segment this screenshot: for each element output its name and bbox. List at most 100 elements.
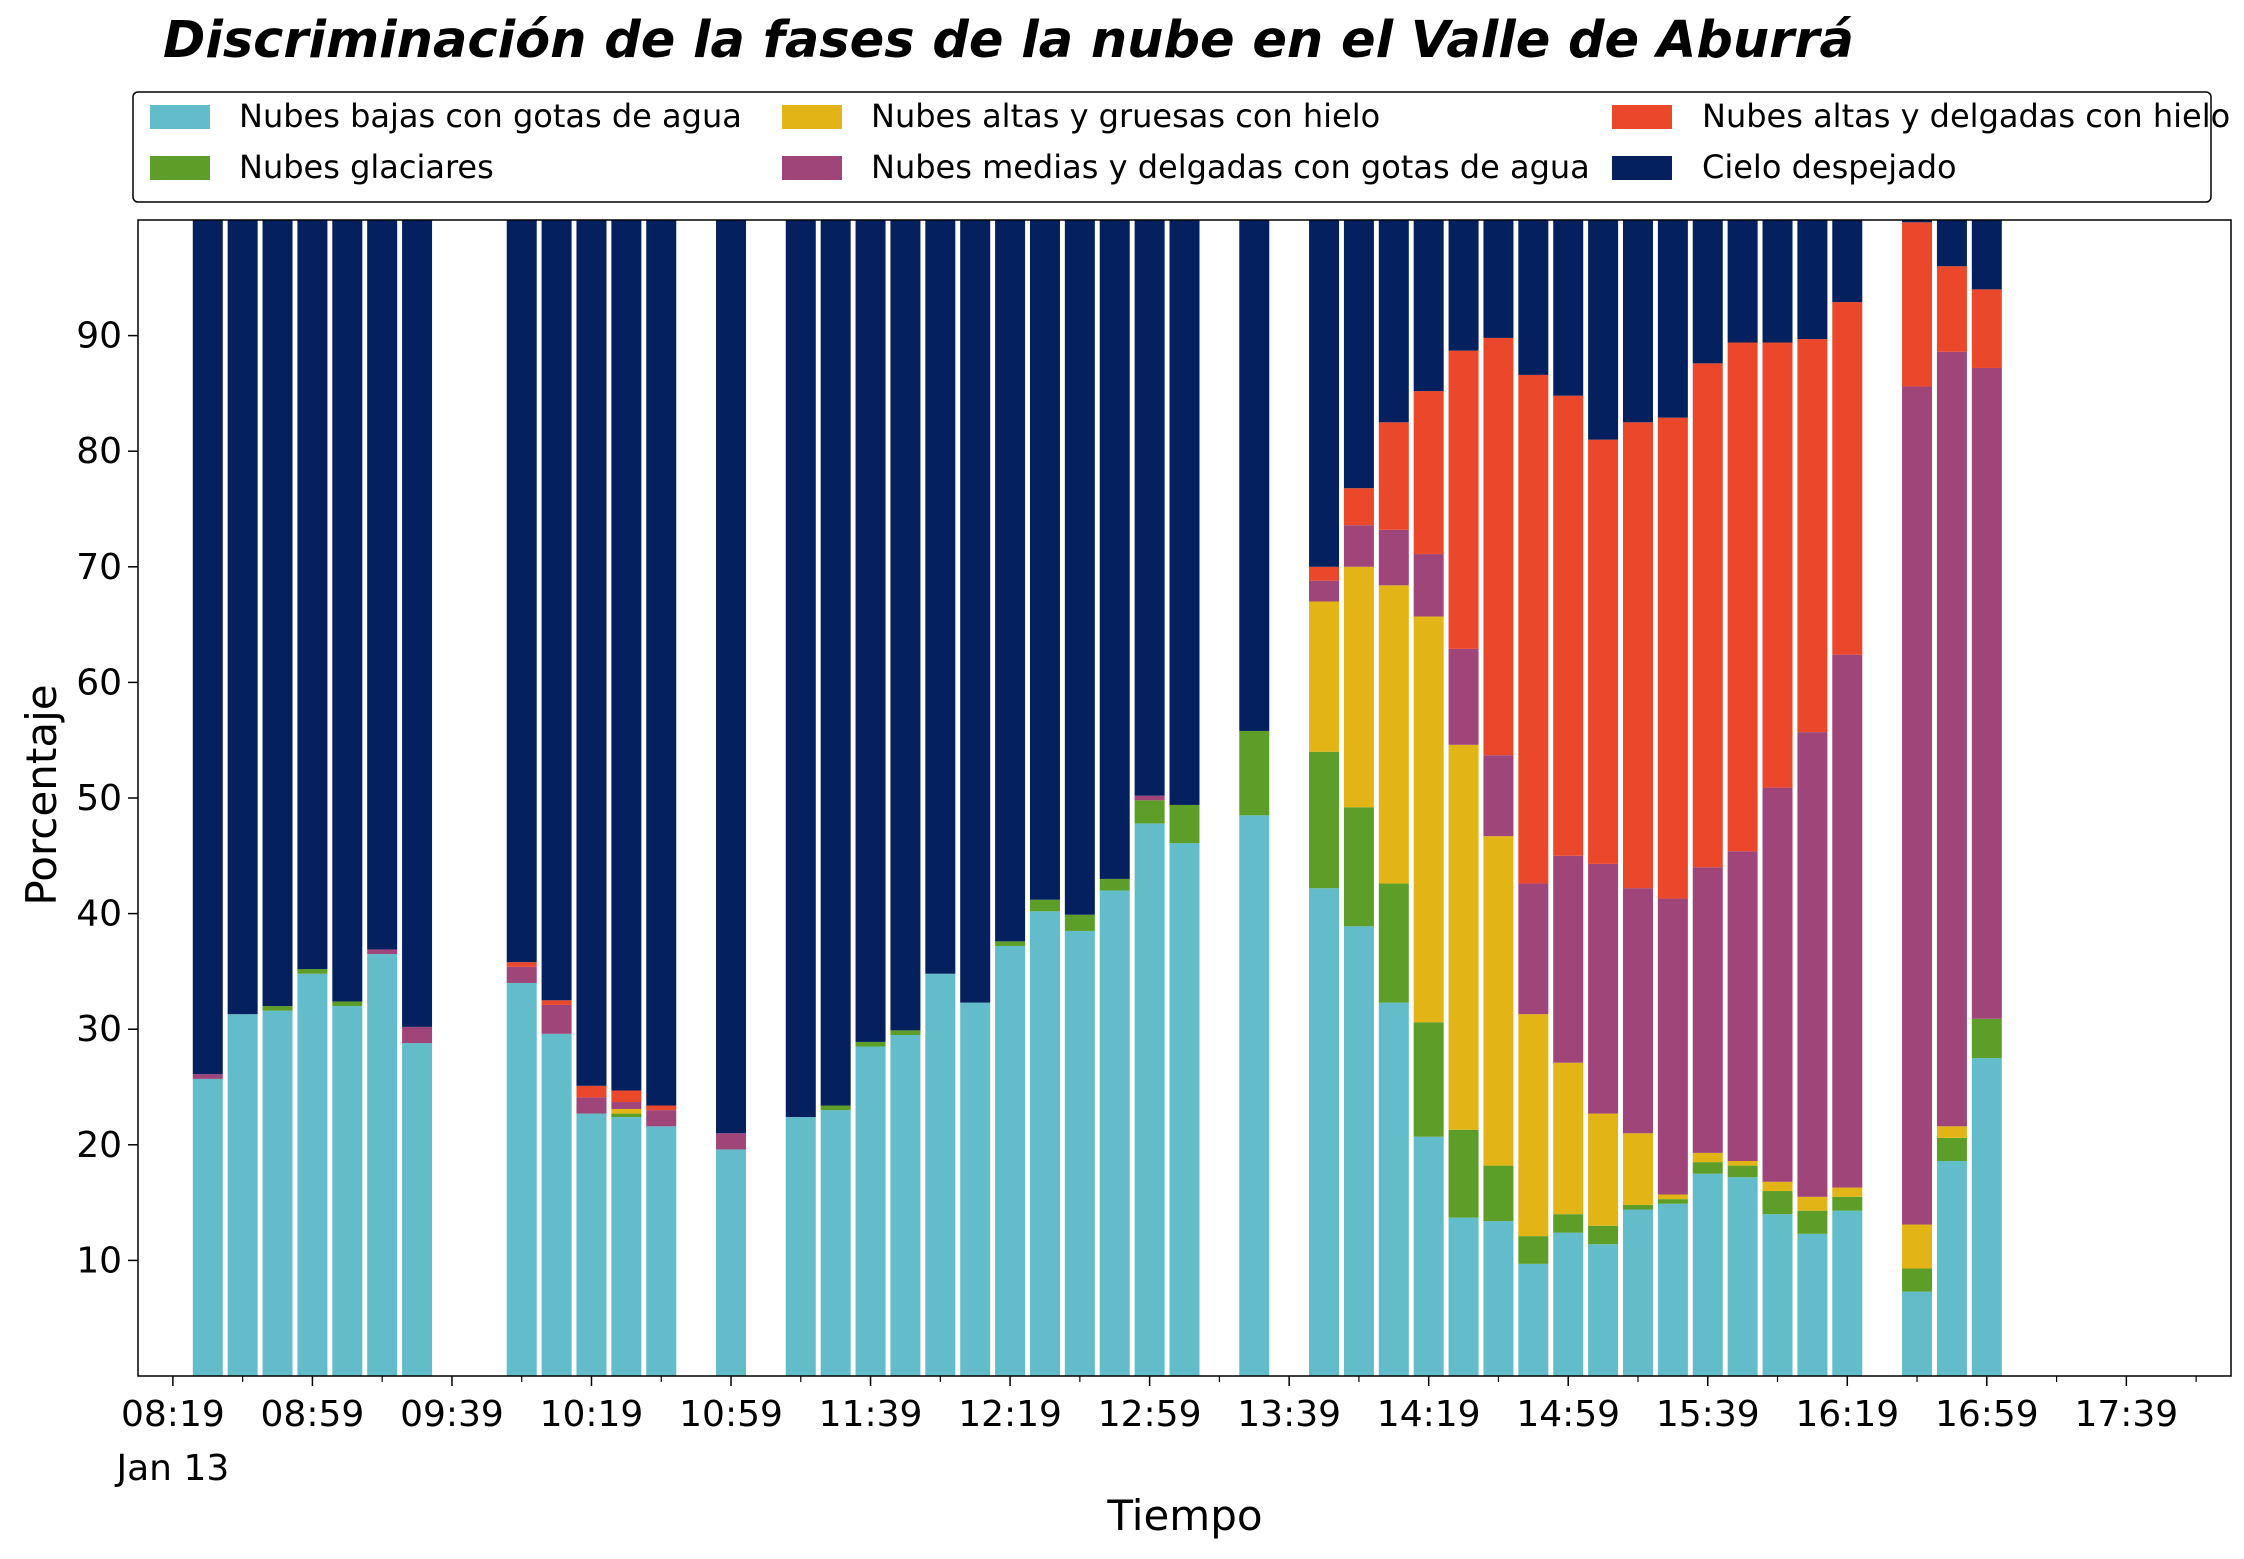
x-tick-label-2: 09:39 xyxy=(400,1394,504,1435)
bar-segment-s5-30 xyxy=(1448,220,1479,351)
bar-segment-s1-2 xyxy=(262,1006,293,1011)
bar-segment-s5-19 xyxy=(995,220,1026,942)
bar-segment-s1-35 xyxy=(1622,1204,1653,1210)
y-axis-label: Porcentaje xyxy=(17,684,66,905)
y-tick-label-1: 20 xyxy=(76,1125,122,1166)
bar-segment-s3-40 xyxy=(1797,732,1828,1197)
bar-segment-s0-11 xyxy=(646,1126,677,1376)
x-tick-label-13: 16:59 xyxy=(1935,1394,2039,1435)
bar-segment-s0-44 xyxy=(1971,1058,2002,1376)
bar-segment-s5-43 xyxy=(1936,220,1967,267)
bar-segment-s2-41 xyxy=(1832,1187,1863,1197)
bar-segment-s3-37 xyxy=(1692,867,1723,1153)
bar-segment-s3-10 xyxy=(611,1102,642,1109)
bar-segment-s5-0 xyxy=(192,220,223,1075)
bar-segment-s4-11 xyxy=(646,1105,677,1111)
bar-segment-s5-10 xyxy=(611,220,642,1091)
bar-segment-s0-6 xyxy=(402,1043,433,1376)
y-tick-label-5: 60 xyxy=(76,662,122,703)
bar-segment-s2-43 xyxy=(1936,1126,1967,1138)
bar-segment-s5-16 xyxy=(890,220,921,1031)
bar-segment-s1-20 xyxy=(1029,899,1060,912)
legend-frame xyxy=(132,91,2212,203)
bar-segment-s4-33 xyxy=(1553,395,1584,856)
bar-segment-s2-39 xyxy=(1762,1181,1793,1192)
bar-segment-s2-31 xyxy=(1483,836,1514,1166)
bar-segment-s5-15 xyxy=(855,220,886,1042)
x-axis: 08:19 08:59 09:39 10:19 10:59 11:39 12:19 12:59… xyxy=(115,1376,2197,1489)
bar-segment-s1-42 xyxy=(1902,1268,1933,1292)
bar-segment-s5-8 xyxy=(541,220,572,1001)
legend-swatch-1 xyxy=(150,156,210,180)
bar-segment-s3-11 xyxy=(646,1110,677,1127)
x-tick-label-10: 14:59 xyxy=(1516,1394,1620,1435)
bar-segment-s5-5 xyxy=(367,220,398,950)
chart-title: Discriminación de la fases de la nube en… xyxy=(163,11,1854,70)
bar-segment-s3-44 xyxy=(1971,367,2002,1019)
bar-segment-s0-19 xyxy=(995,945,1026,1376)
bar-segment-s4-44 xyxy=(1971,289,2002,368)
legend-label-3: Nubes medias y delgadas con gotas de agu… xyxy=(871,148,1590,186)
bar-segment-s1-41 xyxy=(1832,1196,1863,1211)
bar-segment-s1-43 xyxy=(1936,1137,1967,1161)
bar-segment-s3-32 xyxy=(1518,883,1549,1015)
bar-segment-s0-9 xyxy=(576,1113,607,1376)
bar-segment-s4-41 xyxy=(1832,302,1863,655)
bar-segment-s4-31 xyxy=(1483,337,1514,756)
x-tick-sublabel: Jan 13 xyxy=(115,1448,230,1489)
y-tick-label-6: 70 xyxy=(76,547,122,588)
bar-segment-s4-39 xyxy=(1762,342,1793,788)
bar-segment-s3-23 xyxy=(1134,795,1165,801)
bar-segment-s2-34 xyxy=(1588,1113,1619,1226)
bar-segment-s0-3 xyxy=(297,973,328,1376)
bar-segment-s4-30 xyxy=(1448,350,1479,649)
bar-segment-s5-7 xyxy=(506,220,537,963)
bar-segment-s4-40 xyxy=(1797,339,1828,733)
bar-segment-s0-35 xyxy=(1622,1209,1653,1376)
bar-segment-s0-20 xyxy=(1029,911,1060,1376)
legend-label-1: Nubes glaciares xyxy=(239,148,494,186)
bar-segment-s3-30 xyxy=(1448,648,1479,745)
bar-segment-s2-35 xyxy=(1622,1133,1653,1205)
bar-segment-s5-35 xyxy=(1622,220,1653,423)
bar-segment-s0-24 xyxy=(1169,843,1200,1376)
bar-segment-s0-22 xyxy=(1099,890,1130,1376)
bar-segment-s3-42 xyxy=(1902,386,1933,1225)
bar-segment-s4-37 xyxy=(1692,363,1723,868)
bar-segment-s5-18 xyxy=(960,220,991,1003)
bar-segment-s5-27 xyxy=(1343,220,1374,489)
bar-segment-s0-26 xyxy=(1309,888,1340,1376)
bar-segment-s0-4 xyxy=(332,1006,363,1376)
bar-segment-s0-16 xyxy=(890,1034,921,1376)
bar-segment-s3-35 xyxy=(1622,888,1653,1134)
bar-segment-s0-14 xyxy=(820,1110,851,1376)
bar-segment-s5-38 xyxy=(1727,220,1758,343)
x-tick-label-14: 17:39 xyxy=(2074,1394,2178,1435)
bar-segment-s5-40 xyxy=(1797,220,1828,340)
bar-segment-s3-28 xyxy=(1378,529,1409,586)
bar-segment-s1-32 xyxy=(1518,1236,1549,1264)
bar-segment-s2-30 xyxy=(1448,744,1479,1130)
x-tick-label-12: 16:19 xyxy=(1795,1394,1899,1435)
bar-segment-s2-28 xyxy=(1378,585,1409,884)
bar-segment-s0-18 xyxy=(960,1002,991,1376)
bar-segment-s3-41 xyxy=(1832,654,1863,1188)
bar-segment-s0-13 xyxy=(785,1117,816,1376)
x-tick-label-11: 15:39 xyxy=(1656,1394,1760,1435)
bar-segment-s4-35 xyxy=(1622,422,1653,889)
legend-label-5: Cielo despejado xyxy=(1702,148,1957,186)
legend-label-2: Nubes altas y gruesas con hielo xyxy=(871,97,1380,135)
x-tick-label-3: 10:19 xyxy=(540,1394,644,1435)
bar-segment-s3-31 xyxy=(1483,755,1514,837)
bar-segment-s1-25 xyxy=(1239,730,1270,816)
y-tick-label-7: 80 xyxy=(76,431,122,472)
bar-segment-s3-6 xyxy=(402,1026,433,1044)
bar-segment-s1-16 xyxy=(890,1030,921,1035)
bar-segment-s2-37 xyxy=(1692,1152,1723,1163)
bar-segment-s3-27 xyxy=(1343,525,1374,567)
bar-segment-s1-33 xyxy=(1553,1214,1584,1233)
bar-segment-s0-38 xyxy=(1727,1177,1758,1376)
bar-segment-s1-27 xyxy=(1343,807,1374,927)
bar-segment-s0-37 xyxy=(1692,1173,1723,1376)
